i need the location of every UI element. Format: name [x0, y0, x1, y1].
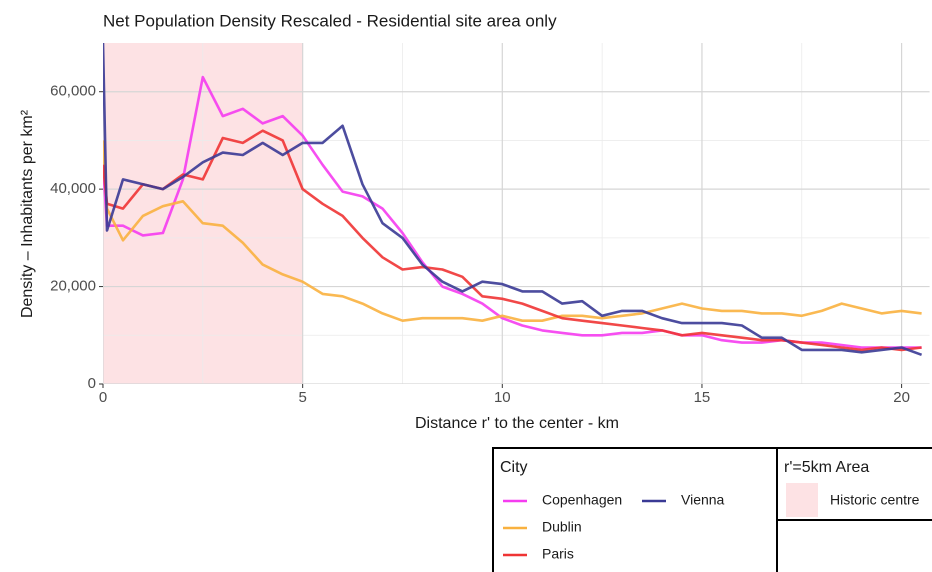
legend-box: [492, 447, 778, 572]
legend-title: r'=5km Area: [784, 459, 869, 476]
legend-title: City: [500, 459, 528, 476]
x-tick-label: 0: [99, 389, 107, 406]
x-axis-label: Distance r' to the center - km: [415, 415, 619, 432]
y-axis-label: Density – Inhabitants per km²: [19, 109, 36, 318]
x-tick-label: 10: [494, 389, 511, 406]
y-tick-label: 40,000: [50, 180, 96, 197]
y-tick-label: 20,000: [50, 278, 96, 295]
data-line: [103, 43, 923, 357]
legend-label: Vienna: [681, 492, 725, 508]
chart-title: Net Population Density Rescaled - Reside…: [103, 11, 557, 30]
legend-label: Paris: [542, 546, 574, 562]
y-tick-label: 0: [88, 375, 96, 392]
y-tick-label: 60,000: [50, 83, 96, 100]
legend: City r'=5km Area Historic centre Copenha…: [492, 447, 932, 572]
legend-label: Dublin: [542, 519, 582, 535]
x-tick-label: 5: [298, 389, 306, 406]
x-tick-label: 20: [893, 389, 910, 406]
data-line: [103, 140, 922, 323]
legend-label: Historic centre: [830, 492, 920, 508]
legend-swatch: [786, 483, 818, 517]
x-tick-label: 15: [694, 389, 711, 406]
plot-area: [103, 43, 930, 384]
legend-label: Copenhagen: [542, 492, 622, 508]
data-line: [103, 129, 922, 352]
